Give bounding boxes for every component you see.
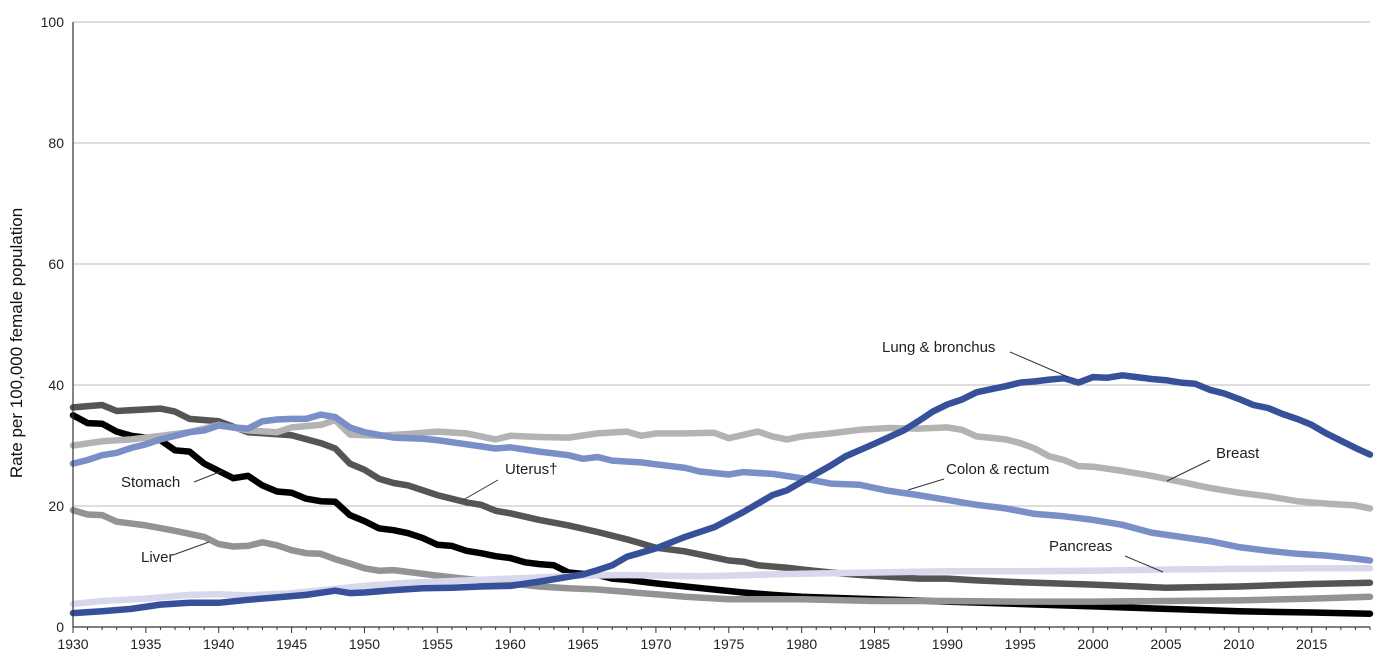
y-tick-label: 20 [48,498,64,514]
x-tick-label: 1980 [786,636,817,652]
y-tick-label: 0 [56,619,64,635]
annotation-label: Stomach [121,474,180,491]
x-tick-label: 1985 [859,636,890,652]
x-tick-label: 1965 [567,636,598,652]
x-tick-label: 2005 [1150,636,1181,652]
x-tick-label: 1935 [130,636,161,652]
annotation-label: Lung & bronchus [882,339,995,356]
annotation-label: Liver [141,549,174,566]
y-axis-label: Rate per 100,000 female population [7,208,26,478]
x-tick-label: 1950 [349,636,380,652]
series-line-uterus [69,412,1374,617]
x-tick-label: 2000 [1078,636,1109,652]
series-line-lung-bronchus [69,372,1374,617]
y-tick-label: 100 [41,14,65,30]
annotation-leader [1009,351,1069,378]
x-tick-label: 1995 [1005,636,1036,652]
x-tick-label: 1940 [203,636,234,652]
y-tick-label: 40 [48,377,64,393]
annotations: Lung & bronchus Breast Colon & rectum Stoma… [121,339,1260,573]
annotation-label: Colon & rectum [946,461,1049,478]
gridlines [73,21,1370,507]
y-tick-label: 80 [48,135,64,151]
x-tick-label: 2010 [1223,636,1254,652]
annotation-leader [172,541,210,556]
annotation-leader [193,470,223,483]
y-tick-label: 60 [48,256,64,272]
annotation-label: Uterus† [505,461,558,478]
annotation-leader [462,479,499,501]
annotation-leader [907,478,945,491]
x-tick-label: 2015 [1296,636,1327,652]
x-tick-label: 1970 [640,636,671,652]
series-lines [69,372,1374,617]
x-tick-label: 1955 [422,636,453,652]
annotation-leader [1166,459,1211,482]
x-tick-label: 1960 [495,636,526,652]
annotation-leader [1124,555,1164,573]
x-tick-label: 1930 [57,636,88,652]
series-line-liver [69,506,1374,605]
axes: 0 20 40 60 80 100 1930 1935 1940 1945 1950 1955 1960… [41,14,1371,652]
x-tick-label: 1975 [713,636,744,652]
annotation-label: Breast [1216,445,1260,462]
annotation-label: Pancreas [1049,538,1112,555]
x-tick-label: 1945 [276,636,307,652]
x-tick-label: 1990 [932,636,963,652]
series-line-breast [69,416,1374,512]
series-line-colon-rectum [69,411,1374,564]
